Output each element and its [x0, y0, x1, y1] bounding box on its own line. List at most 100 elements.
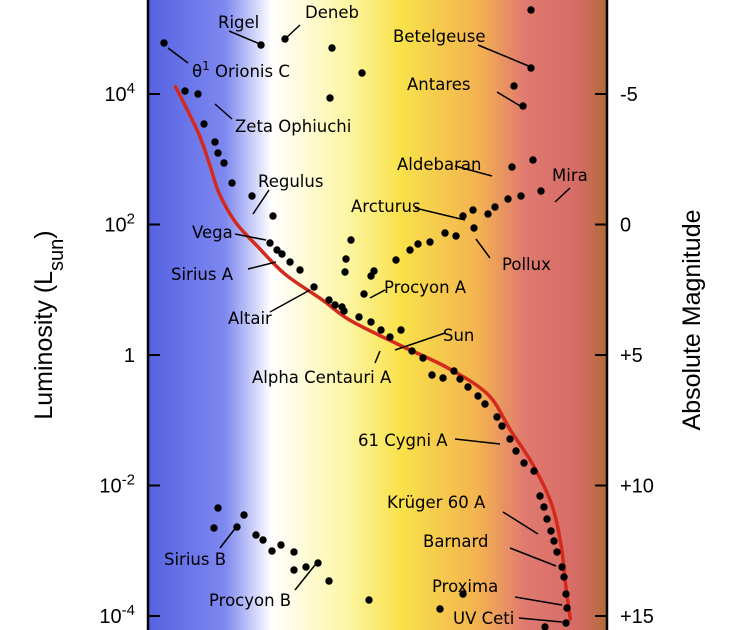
label-pollux: Pollux	[502, 255, 551, 274]
star-point	[406, 246, 414, 254]
star-point	[426, 238, 434, 246]
star-point	[452, 232, 460, 240]
leader-line	[554, 187, 571, 203]
label-61-cygni-a: 61 Cygni A	[358, 431, 448, 450]
star-point	[277, 541, 285, 549]
star-point	[536, 492, 544, 500]
star-point	[519, 102, 527, 110]
label-sirius-a: Sirius A	[171, 265, 234, 284]
star-point	[562, 590, 570, 598]
star-point	[181, 87, 189, 95]
leader-line	[374, 350, 381, 364]
leader-line	[454, 438, 501, 445]
label-arcturus: Arcturus	[351, 197, 421, 216]
leader-line	[294, 564, 316, 591]
star-point	[211, 138, 219, 146]
star-point	[510, 82, 518, 90]
star-point	[547, 527, 555, 535]
star-point	[441, 229, 449, 237]
star-point	[269, 212, 277, 220]
star-point	[331, 301, 339, 309]
label-kr-ger-60-a: Krüger 60 A	[387, 493, 486, 512]
label-altair: Altair	[228, 309, 272, 328]
star-point	[392, 256, 400, 264]
star-point	[498, 422, 506, 430]
star-point	[325, 296, 333, 304]
star-point	[459, 212, 467, 220]
star-point	[290, 566, 298, 574]
leader-line	[394, 332, 446, 351]
right-axis-ticks: -5 0 +5 +10 +15	[595, 84, 654, 628]
star-point	[286, 258, 294, 266]
star-point	[360, 290, 368, 298]
star-point	[310, 283, 318, 291]
star-point	[504, 195, 512, 203]
star-point	[257, 41, 265, 49]
label-aldebaran: Aldebaran	[397, 155, 481, 174]
right-axis-title: Absolute Magnitude	[678, 210, 706, 431]
leader-line	[496, 91, 523, 108]
right-tick-label-1: 0	[620, 215, 631, 237]
star-point	[328, 44, 336, 52]
star-point	[530, 467, 538, 475]
left-axis-title-main: Luminosity (L	[30, 271, 58, 420]
star-point	[240, 511, 248, 519]
leader-line	[477, 44, 532, 68]
leader-line	[269, 289, 311, 313]
star-point	[408, 347, 416, 355]
star-point	[210, 524, 218, 532]
label-regulus: Regulus	[258, 172, 323, 191]
star-point	[386, 333, 394, 341]
star-point	[377, 326, 385, 334]
star-point	[414, 240, 422, 248]
leader-line	[414, 207, 466, 221]
label-sirius-b: Sirius B	[164, 550, 226, 569]
star-point	[481, 400, 489, 408]
star-point	[450, 367, 458, 375]
star-point	[512, 447, 520, 455]
left-axis-title: Luminosity (Lsun)	[30, 230, 68, 419]
leader-line	[234, 233, 267, 241]
star-point	[220, 159, 228, 167]
star-point	[248, 192, 256, 200]
leader-line	[369, 289, 386, 299]
star-point	[342, 255, 350, 263]
leader-line	[514, 596, 563, 606]
star-point	[436, 605, 444, 613]
star-point	[340, 307, 348, 315]
star-point	[296, 266, 304, 274]
left-tick-label-3: 10-2	[99, 471, 135, 498]
star-point	[469, 206, 477, 214]
star-point	[540, 503, 548, 511]
leader-line	[252, 189, 270, 215]
star-point	[541, 623, 549, 630]
star-point	[506, 435, 514, 443]
star-point	[200, 120, 208, 128]
star-point	[160, 39, 168, 47]
left-tick-label-0: 104	[104, 80, 135, 107]
star-point	[484, 210, 492, 218]
star-point	[553, 548, 561, 556]
leader-line	[219, 525, 238, 549]
star-point	[273, 246, 281, 254]
label-vega: Vega	[192, 223, 233, 242]
star-point	[456, 375, 464, 383]
star-point	[355, 313, 363, 321]
star-labels: Rigel Deneb Betelgeuse θ1 Orionis C Antares Z…	[164, 3, 588, 628]
leader-line	[454, 165, 493, 177]
label-antares: Antares	[407, 75, 471, 94]
left-axis-title-sub: sun	[46, 239, 68, 271]
star-point	[325, 577, 333, 585]
star-point	[439, 374, 447, 382]
leader-line	[167, 47, 189, 64]
star-point	[562, 619, 570, 627]
star-point	[367, 272, 375, 280]
leader-line	[509, 547, 557, 567]
right-tick-label-3: +10	[620, 476, 654, 498]
star-point	[563, 604, 571, 612]
leader-line	[228, 30, 261, 45]
label-barnard: Barnard	[423, 532, 488, 551]
star-point	[558, 563, 566, 571]
label-sun: Sun	[443, 326, 474, 345]
